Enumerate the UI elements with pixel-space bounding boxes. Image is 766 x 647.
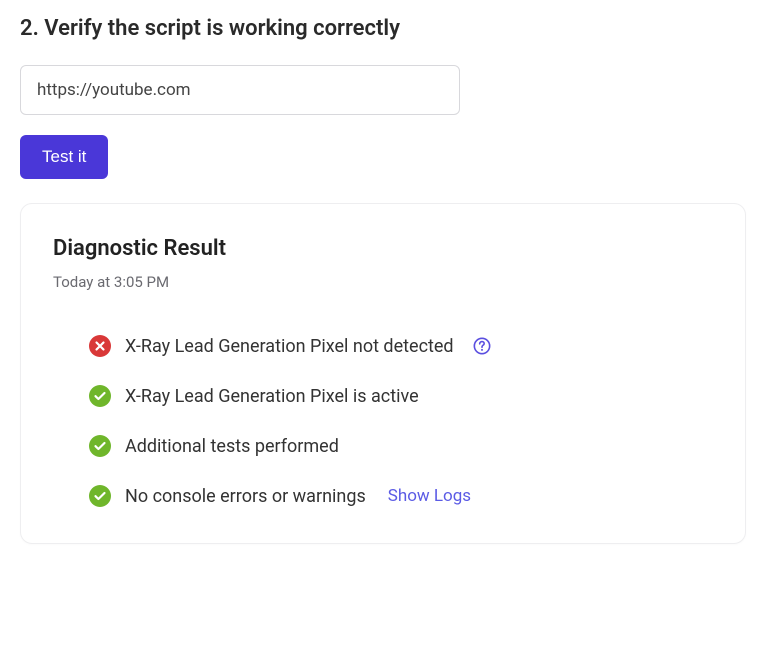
diagnostic-item: X-Ray Lead Generation Pixel not detected bbox=[89, 335, 713, 357]
result-timestamp: Today at 3:05 PM bbox=[53, 273, 713, 291]
check-icon bbox=[89, 385, 111, 407]
diagnostic-item: X-Ray Lead Generation Pixel is active bbox=[89, 385, 713, 407]
diagnostic-item: Additional tests performed bbox=[89, 435, 713, 457]
section-title: 2. Verify the script is working correctl… bbox=[20, 16, 746, 41]
check-icon bbox=[89, 485, 111, 507]
help-icon[interactable] bbox=[472, 336, 492, 356]
diagnostic-result-card: Diagnostic Result Today at 3:05 PM X-Ray… bbox=[20, 203, 746, 544]
diagnostic-text: X-Ray Lead Generation Pixel is active bbox=[125, 386, 419, 407]
error-icon bbox=[89, 335, 111, 357]
diagnostic-list: X-Ray Lead Generation Pixel not detected… bbox=[53, 335, 713, 507]
result-title: Diagnostic Result bbox=[53, 236, 713, 261]
check-icon bbox=[89, 435, 111, 457]
show-logs-link[interactable]: Show Logs bbox=[388, 486, 471, 506]
url-input[interactable] bbox=[20, 65, 460, 115]
diagnostic-text: Additional tests performed bbox=[125, 436, 339, 457]
diagnostic-text: No console errors or warnings bbox=[125, 486, 366, 507]
test-button[interactable]: Test it bbox=[20, 135, 108, 179]
diagnostic-item: No console errors or warnings Show Logs bbox=[89, 485, 713, 507]
diagnostic-text: X-Ray Lead Generation Pixel not detected bbox=[125, 336, 454, 357]
